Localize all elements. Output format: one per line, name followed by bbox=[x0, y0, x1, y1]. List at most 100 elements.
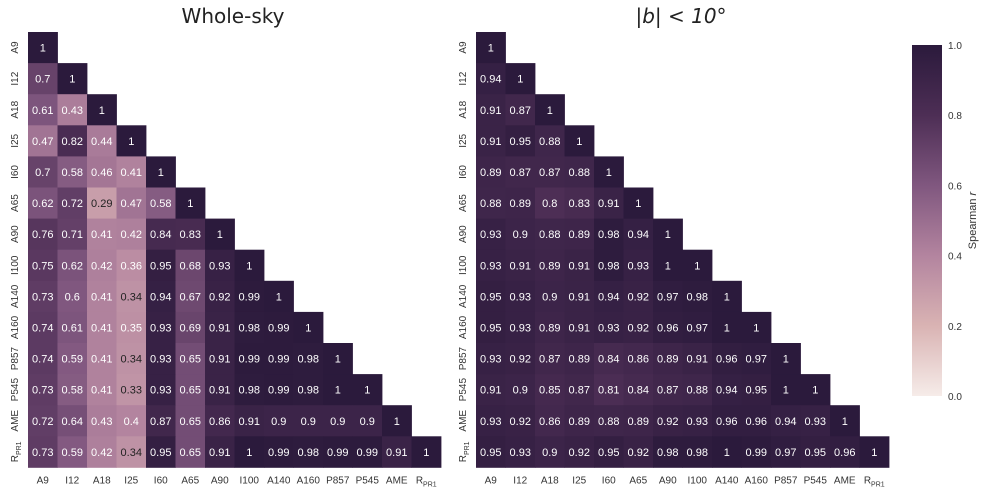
heatmap-cell bbox=[146, 343, 176, 375]
heatmap-cell bbox=[476, 374, 506, 406]
cell-value-label: 1 bbox=[783, 385, 789, 397]
cell-value-label: 0.94 bbox=[150, 291, 171, 303]
cell-value-label: 1 bbox=[128, 136, 134, 148]
cell-value-label: 1 bbox=[871, 447, 877, 459]
heatmap-cell bbox=[146, 405, 176, 437]
heatmap-cell bbox=[116, 343, 147, 375]
y-tick-label: A160 bbox=[10, 315, 21, 339]
heatmap-cell bbox=[352, 436, 383, 468]
cell-value-label: 0.93 bbox=[628, 260, 649, 272]
cell-value-label: 1 bbox=[246, 447, 252, 459]
heatmap-cell bbox=[57, 280, 88, 313]
x-tick-label: I60 bbox=[154, 475, 168, 486]
cell-value-label: 0.89 bbox=[657, 354, 678, 366]
heatmap-cell bbox=[564, 280, 595, 313]
heatmap-cell bbox=[564, 343, 595, 375]
heatmap-cell bbox=[505, 94, 536, 126]
heatmap-cell bbox=[205, 311, 235, 344]
cell-value-label: 0.9 bbox=[513, 229, 528, 241]
heatmap-cell bbox=[535, 125, 565, 157]
heatmap-cell bbox=[712, 436, 742, 468]
cell-value-label: 0.94 bbox=[480, 74, 501, 86]
heatmap-cell bbox=[594, 374, 624, 406]
cell-value-label: 0.94 bbox=[628, 229, 649, 241]
cell-value-label: 0.67 bbox=[180, 291, 201, 303]
heatmap-cell bbox=[57, 436, 88, 468]
cell-value-label: 0.65 bbox=[180, 354, 201, 366]
cell-value-label: 1 bbox=[517, 74, 523, 86]
cell-value-label: 0.99 bbox=[268, 385, 289, 397]
heatmap-cell bbox=[175, 249, 206, 282]
x-tick-label: P857 bbox=[774, 475, 798, 486]
cell-value-label: 0.93 bbox=[510, 291, 531, 303]
cell-value-label: 1 bbox=[305, 322, 311, 334]
heatmap-cell bbox=[505, 374, 536, 406]
cell-value-label: 0.96 bbox=[834, 447, 855, 459]
x-tick-label: A9 bbox=[37, 475, 50, 486]
cell-value-label: 0.99 bbox=[357, 447, 378, 459]
cell-value-label: 0.65 bbox=[180, 385, 201, 397]
cell-value-label: 1 bbox=[724, 447, 730, 459]
heatmap-cell bbox=[175, 436, 206, 468]
x-tick-label: A65 bbox=[181, 475, 199, 486]
cell-value-label: 0.94 bbox=[598, 291, 619, 303]
heatmap-cell bbox=[830, 436, 860, 468]
cell-value-label: 0.92 bbox=[209, 291, 230, 303]
whole-sky-cells: 10.7 10.61 0.43 10.47 0.82 0.44 10.7 0.58 0.46 0.… bbox=[28, 32, 442, 468]
heatmap-cell bbox=[564, 187, 595, 219]
cell-value-label: 0.89 bbox=[569, 354, 590, 366]
cell-value-label: 0.95 bbox=[480, 291, 501, 303]
heatmap-cell bbox=[653, 280, 683, 313]
cell-value-label: 1 bbox=[812, 385, 818, 397]
heatmap-cell bbox=[205, 343, 235, 375]
y-tick-label: RPR1 bbox=[458, 441, 471, 462]
cell-value-label: 0.93 bbox=[598, 322, 619, 334]
cell-value-label: 1 bbox=[635, 198, 641, 210]
cell-value-label: 0.9 bbox=[271, 416, 286, 428]
heatmap-cell bbox=[800, 436, 831, 468]
heatmap-cell bbox=[653, 311, 683, 344]
cell-value-label: 1 bbox=[364, 385, 370, 397]
cell-value-label: 0.89 bbox=[480, 167, 501, 179]
cell-value-label: 0.95 bbox=[598, 447, 619, 459]
y-tick-label: I100 bbox=[10, 255, 21, 275]
cell-value-label: 0.87 bbox=[539, 167, 560, 179]
cell-value-label: 0.98 bbox=[687, 447, 708, 459]
cell-value-label: 0.93 bbox=[150, 322, 171, 334]
heatmap-cell bbox=[682, 280, 713, 313]
cell-value-label: 0.82 bbox=[62, 136, 83, 148]
heatmap-cell bbox=[175, 374, 206, 406]
heatmap-cell bbox=[771, 436, 801, 468]
cell-value-label: 0.91 bbox=[598, 198, 619, 210]
x-tick-label: I100 bbox=[240, 475, 260, 486]
cell-value-label: 0.64 bbox=[62, 416, 83, 428]
cell-value-label: 0.99 bbox=[268, 354, 289, 366]
cell-value-label: 0.99 bbox=[746, 447, 767, 459]
cell-value-label: 0.41 bbox=[91, 354, 112, 366]
heatmap-cell bbox=[28, 343, 58, 375]
cell-value-label: 0.69 bbox=[180, 322, 201, 334]
heatmap-cell bbox=[57, 156, 88, 188]
heatmap-cell bbox=[323, 405, 353, 437]
heatmap-cell bbox=[28, 405, 58, 437]
cell-value-label: 0.65 bbox=[180, 416, 201, 428]
heatmap-cell bbox=[476, 187, 506, 219]
heatmap-cell bbox=[476, 125, 506, 157]
y-tick-label: P857 bbox=[10, 346, 21, 370]
cell-value-label: 1 bbox=[842, 416, 848, 428]
cell-value-label: 0.41 bbox=[91, 322, 112, 334]
cell-value-label: 0.43 bbox=[62, 105, 83, 117]
heatmap-cell bbox=[87, 249, 117, 282]
y-tick-label: A9 bbox=[10, 41, 21, 54]
cell-value-label: 0.68 bbox=[180, 260, 201, 272]
cell-value-label: 0.97 bbox=[657, 291, 678, 303]
cell-value-label: 0.73 bbox=[32, 447, 53, 459]
cell-value-label: 0.98 bbox=[298, 447, 319, 459]
heatmap-cell bbox=[535, 280, 565, 313]
heatmap-cell bbox=[682, 436, 713, 468]
cell-value-label: 1 bbox=[246, 260, 252, 272]
y-tick-label: A90 bbox=[10, 225, 21, 243]
cell-value-label: 1 bbox=[69, 74, 75, 86]
heatmap-cell bbox=[741, 311, 772, 344]
heatmap-cell bbox=[505, 187, 536, 219]
